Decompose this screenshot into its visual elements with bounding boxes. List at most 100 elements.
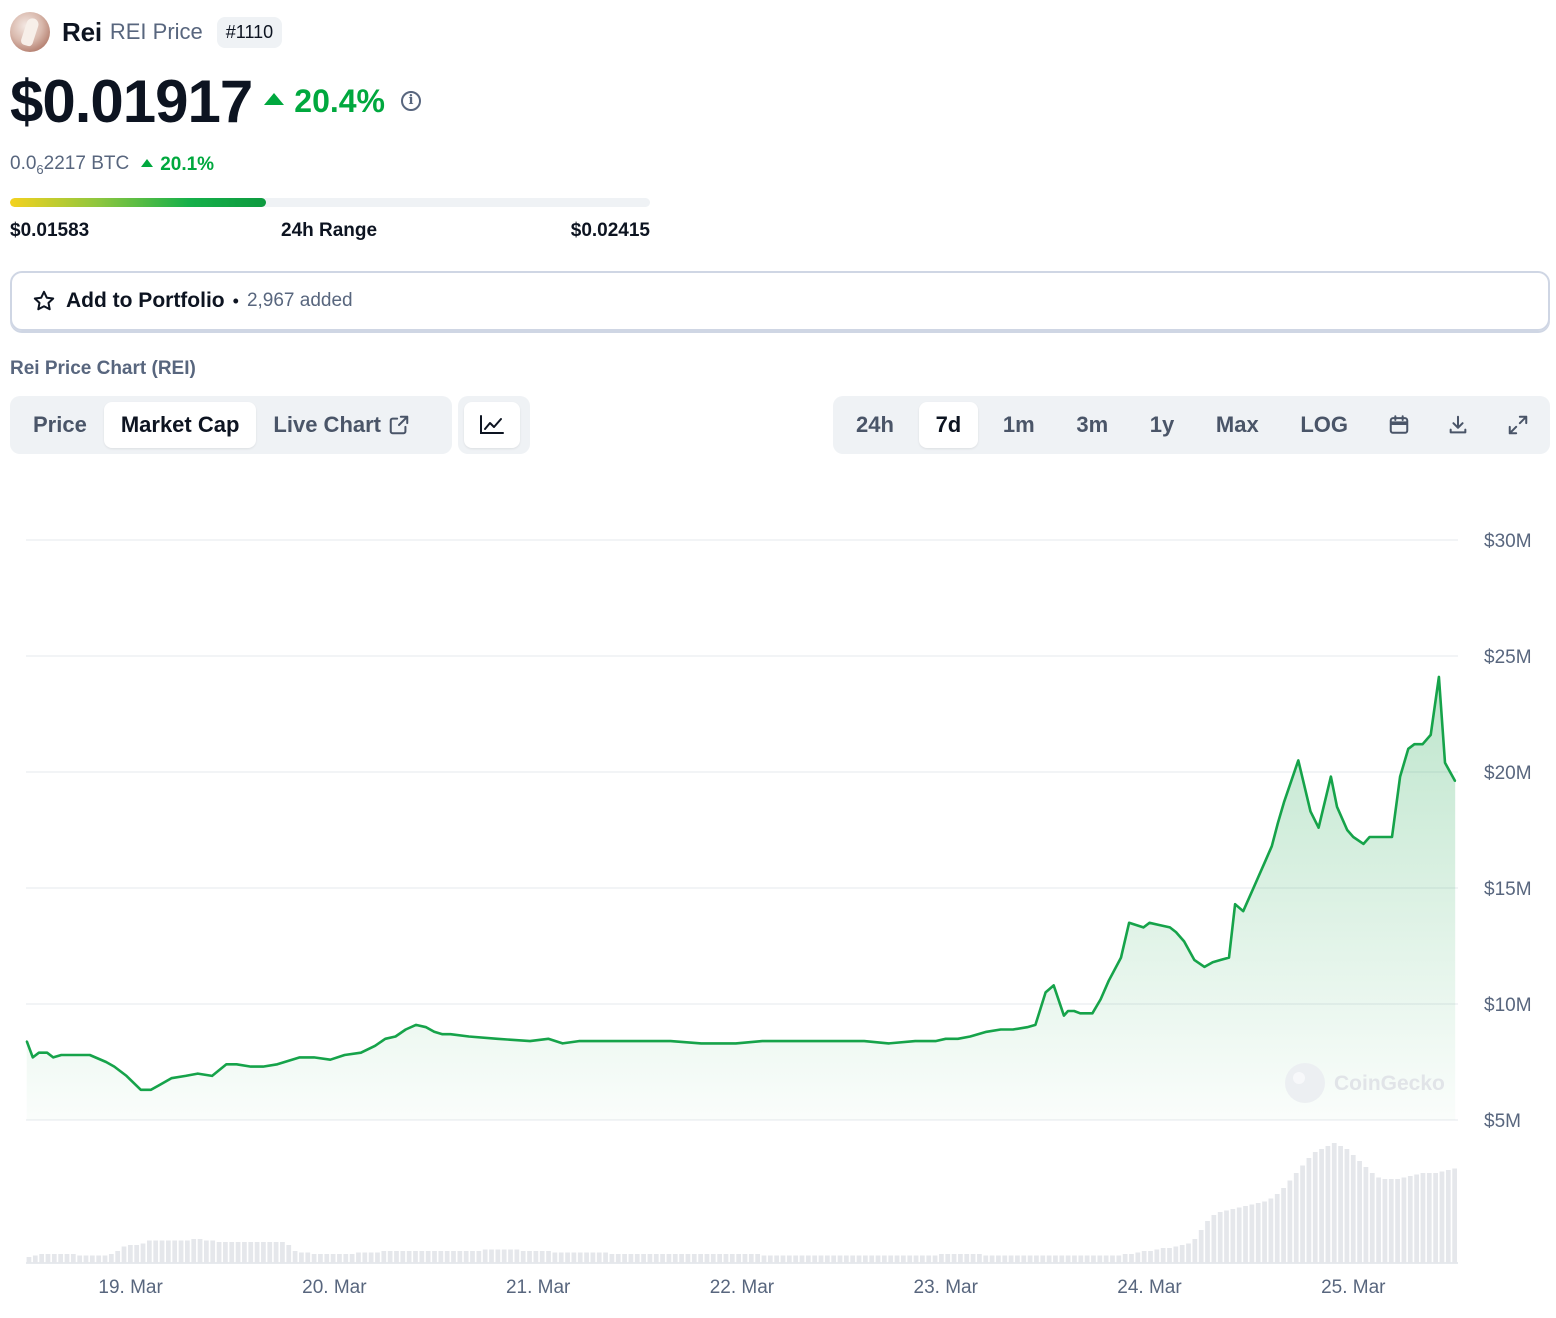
data-point — [914, 1040, 916, 1042]
volume-bar — [780, 1255, 786, 1263]
data-point — [547, 1038, 550, 1040]
data-point — [1193, 959, 1196, 961]
volume-bar — [1433, 1173, 1438, 1263]
volume-bar — [1179, 1245, 1185, 1263]
volume-bar — [508, 1249, 513, 1263]
volume-bar — [1027, 1255, 1033, 1263]
data-point — [113, 1065, 116, 1068]
volume-bar — [983, 1255, 989, 1263]
download-button[interactable] — [1432, 402, 1484, 448]
tab-1y[interactable]: 1y — [1149, 412, 1175, 437]
volume-bar — [666, 1254, 672, 1263]
tab-3m[interactable]: 3m — [1076, 412, 1109, 437]
volume-bar — [793, 1255, 799, 1263]
volume-bar — [1008, 1255, 1014, 1263]
data-point — [985, 1031, 988, 1033]
volume-bar — [1414, 1174, 1419, 1263]
tab-log[interactable]: LOG — [1300, 412, 1348, 437]
data-point — [425, 1026, 427, 1028]
volume-bar — [1129, 1254, 1134, 1263]
volume-bar — [774, 1255, 780, 1263]
volume-bar — [1211, 1215, 1217, 1263]
volume-bar — [1110, 1255, 1115, 1263]
data-point — [1391, 836, 1393, 838]
volume-bar — [1268, 1198, 1274, 1263]
volume-bar — [1281, 1188, 1286, 1263]
data-point — [1413, 743, 1416, 745]
data-point — [52, 1056, 54, 1059]
volume-bar — [628, 1254, 634, 1263]
data-point — [1120, 956, 1122, 959]
volume-bar — [286, 1245, 292, 1263]
separator-dot: • — [232, 290, 239, 311]
volume-bar — [1388, 1179, 1394, 1263]
tab-market-cap[interactable]: Market Cap — [103, 402, 257, 448]
volume-bar — [70, 1254, 76, 1263]
volume-bar — [305, 1252, 311, 1263]
data-point — [1271, 845, 1273, 847]
btc-price-row: 0.062217 BTC 20.1% — [10, 153, 214, 177]
tab-live-chart[interactable]: Live Chart — [256, 402, 427, 448]
volume-bar — [261, 1242, 266, 1263]
calendar-button[interactable] — [1373, 402, 1425, 448]
volume-bar — [146, 1240, 152, 1263]
data-point — [1026, 1026, 1028, 1028]
volume-bar — [926, 1255, 932, 1263]
volume-bar — [140, 1243, 146, 1263]
volume-bar — [970, 1254, 976, 1263]
data-point — [735, 1042, 737, 1045]
volume-bar — [425, 1251, 431, 1263]
volume-bar — [153, 1240, 159, 1263]
data-point — [1099, 998, 1102, 1001]
volume-bar — [134, 1245, 140, 1263]
volume-bar — [191, 1239, 197, 1263]
volume-bar — [108, 1254, 114, 1263]
tab-24h[interactable]: 24h — [856, 412, 894, 437]
market-cap-area — [25, 675, 1457, 1120]
volume-bar — [204, 1240, 209, 1263]
volume-bar — [1338, 1146, 1343, 1263]
volume-bar — [622, 1254, 627, 1263]
volume-bar — [476, 1251, 482, 1263]
tab-max[interactable]: Max — [1215, 412, 1259, 437]
volume-bar — [235, 1242, 241, 1263]
range-bar-fill — [10, 198, 266, 207]
tab-7d[interactable]: 7d — [918, 402, 979, 448]
fullscreen-button[interactable] — [1492, 402, 1544, 448]
volume-bar — [32, 1255, 38, 1263]
data-point — [1277, 822, 1279, 824]
chart-type-toggle — [458, 396, 530, 454]
volume-bar — [748, 1254, 754, 1263]
volume-bar — [647, 1254, 653, 1263]
volume-bar — [634, 1254, 640, 1263]
volume-bar — [1160, 1248, 1166, 1263]
data-point — [1376, 836, 1379, 838]
triangle-up-icon — [264, 93, 285, 105]
volume-bar — [1002, 1255, 1008, 1263]
tab-price[interactable]: Price — [33, 412, 87, 437]
volume-bar — [1084, 1255, 1090, 1263]
download-icon — [1449, 415, 1467, 434]
data-point — [394, 1035, 397, 1038]
volume-bar — [1236, 1207, 1242, 1263]
data-point — [1142, 926, 1145, 929]
data-point — [1421, 743, 1424, 745]
volume-bar — [1363, 1167, 1369, 1263]
tab-1m[interactable]: 1m — [1002, 412, 1035, 437]
coingecko-watermark: CoinGecko — [1285, 1063, 1445, 1103]
data-point — [250, 1065, 252, 1068]
data-point — [496, 1038, 499, 1040]
volume-bar — [577, 1252, 583, 1263]
volume-bar — [590, 1252, 596, 1263]
info-icon[interactable]: i — [401, 91, 421, 111]
market-cap-chart[interactable]: CoinGecko $30M $25M $20M $15M $10M $5M 19. Ma… — [0, 470, 1556, 1318]
add-to-portfolio-button[interactable]: Add to Portfolio • 2,967 added — [10, 271, 1550, 331]
volume-bar — [1325, 1146, 1331, 1263]
data-point — [197, 1072, 199, 1075]
line-chart-button[interactable] — [464, 402, 520, 448]
volume-bar — [1382, 1179, 1388, 1263]
y-axis-labels: $30M $25M $20M $15M $10M $5M — [1484, 531, 1532, 1132]
volume-bar — [552, 1252, 558, 1263]
data-point — [140, 1089, 142, 1091]
y-tick-label: $30M — [1484, 531, 1532, 552]
